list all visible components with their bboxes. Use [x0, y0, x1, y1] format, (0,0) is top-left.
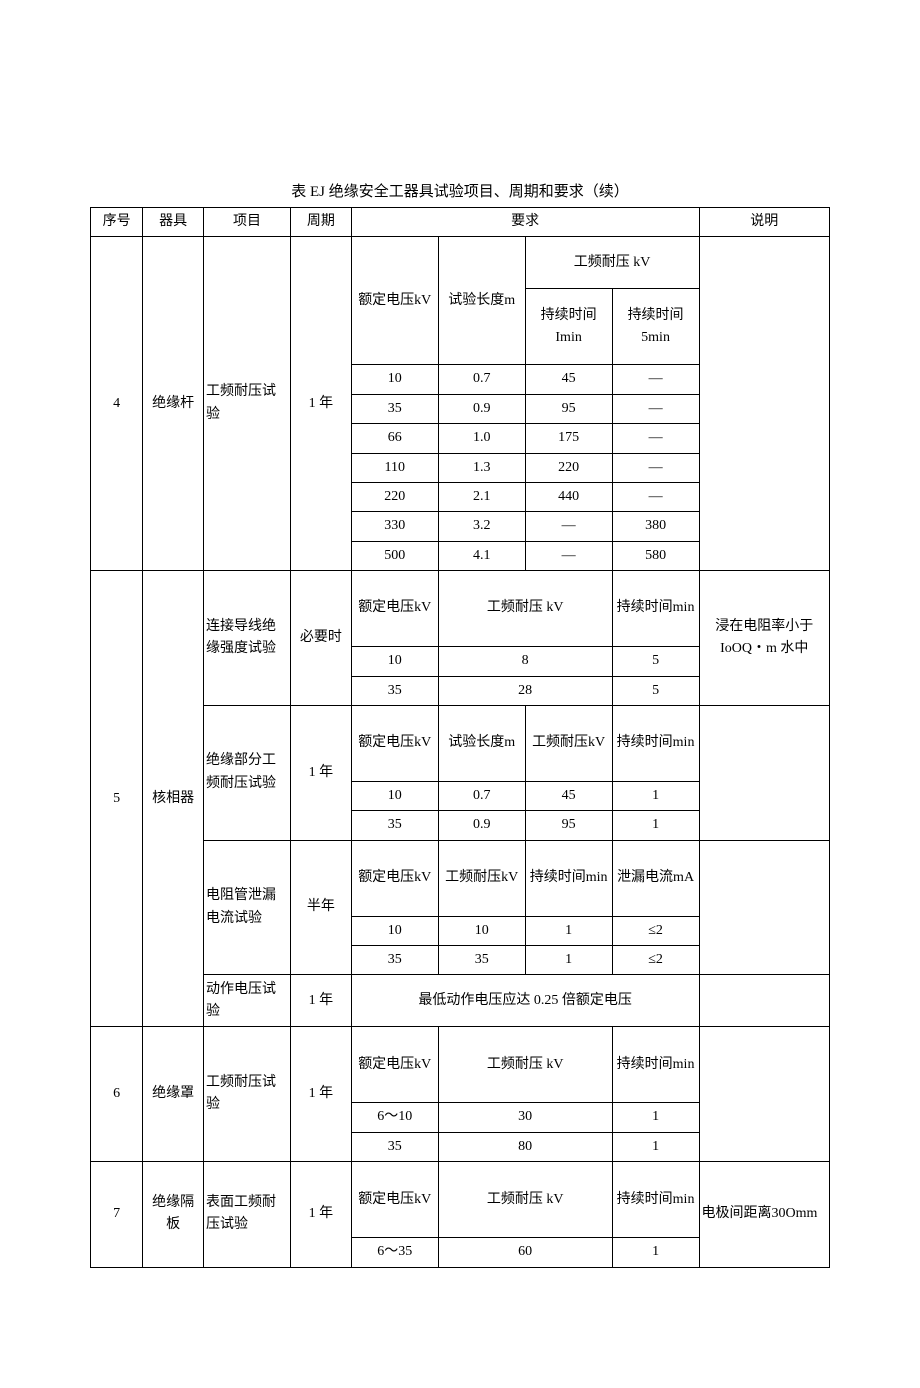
r4-t5: 持续时间5min	[612, 289, 699, 365]
r4-gp: 工频耐压 kV	[525, 237, 699, 289]
r5c-shuoming	[699, 840, 829, 975]
r5a-zhouqi: 必要时	[290, 571, 351, 706]
h-zhouqi: 周期	[290, 208, 351, 237]
r6-shuoming	[699, 1027, 829, 1162]
r4-qiju: 绝缘杆	[143, 237, 204, 571]
r4-zhouqi: 1 年	[290, 237, 351, 571]
h-xuhao: 序号	[91, 208, 143, 237]
r5d-text: 最低动作电压应达 0.25 倍额定电压	[351, 975, 699, 1027]
h-yaoqiu: 要求	[351, 208, 699, 237]
r5b-xiangmu: 绝缘部分工频耐压试验	[204, 705, 291, 840]
r5d-shuoming	[699, 975, 829, 1027]
r6-t: 持续时间min	[612, 1027, 699, 1103]
r5b-t: 持续时间min	[612, 705, 699, 781]
h-xiangmu: 项目	[204, 208, 291, 237]
r4-xuhao: 4	[91, 237, 143, 571]
r7-xuhao: 7	[91, 1162, 143, 1267]
r4-len: 试验长度m	[438, 237, 525, 365]
r4-xiangmu: 工频耐压试验	[204, 237, 291, 571]
r6-xiangmu: 工频耐压试验	[204, 1027, 291, 1162]
r4-t1: 持续时间Imin	[525, 289, 612, 365]
r5a-xiangmu: 连接导线绝缘强度试验	[204, 571, 291, 706]
r5b-edv: 额定电压kV	[351, 705, 438, 781]
r5d-xiangmu: 动作电压试验	[204, 975, 291, 1027]
r7-shuoming: 电极间距离30Omm	[699, 1162, 829, 1267]
r6-gp: 工频耐压 kV	[438, 1027, 612, 1103]
table-title: 表 EJ 绝缘安全工器具试验项目、周期和要求（续）	[90, 180, 830, 201]
r4-sub1: 4 绝缘杆 工频耐压试验 1 年 额定电压kV 试验长度m 工频耐压 kV	[91, 237, 830, 289]
r5d-zhouqi: 1 年	[290, 975, 351, 1027]
r5a-sub: 5 核相器 连接导线绝缘强度试验 必要时 额定电压kV 工频耐压 kV 持续时间…	[91, 571, 830, 647]
r6-zhouqi: 1 年	[290, 1027, 351, 1162]
r6-qiju: 绝缘罩	[143, 1027, 204, 1162]
r5c-edv: 额定电压kV	[351, 840, 438, 916]
r5b-gp: 工频耐压kV	[525, 705, 612, 781]
r5c-leak: 泄漏电流mA	[612, 840, 699, 916]
r5a-edv: 额定电压kV	[351, 571, 438, 647]
r7-zhouqi: 1 年	[290, 1162, 351, 1267]
r4-shuoming	[699, 237, 829, 571]
header-row: 序号 器具 项目 周期 要求 说明	[91, 208, 830, 237]
r6-edv: 额定电压kV	[351, 1027, 438, 1103]
r5-qiju: 核相器	[143, 571, 204, 1027]
r5-xuhao: 5	[91, 571, 143, 1027]
r6-sub: 6 绝缘罩 工频耐压试验 1 年 额定电压kV 工频耐压 kV 持续时间min	[91, 1027, 830, 1103]
r5c-xiangmu: 电阻管泄漏电流试验	[204, 840, 291, 975]
spec-table: 序号 器具 项目 周期 要求 说明 4 绝缘杆 工频耐压试验 1 年 额定电压k…	[90, 207, 830, 1268]
r7-xiangmu: 表面工频耐压试验	[204, 1162, 291, 1267]
r7-qiju: 绝缘隔板	[143, 1162, 204, 1267]
r7-t: 持续时间min	[612, 1162, 699, 1238]
r4-edv: 额定电压kV	[351, 237, 438, 365]
r6-xuhao: 6	[91, 1027, 143, 1162]
r5c-gp: 工频耐压kV	[438, 840, 525, 916]
r7-edv: 额定电压kV	[351, 1162, 438, 1238]
r5c-zhouqi: 半年	[290, 840, 351, 975]
r5a-gp: 工频耐压 kV	[438, 571, 612, 647]
r5c-t: 持续时间min	[525, 840, 612, 916]
r5b-shuoming	[699, 705, 829, 840]
h-qiju: 器具	[143, 208, 204, 237]
r5b-len: 试验长度m	[438, 705, 525, 781]
r5a-t: 持续时间min	[612, 571, 699, 647]
r5a-shuoming: 浸在电阻率小于IoOQ・m 水中	[699, 571, 829, 706]
h-shuoming: 说明	[699, 208, 829, 237]
r7-gp: 工频耐压 kV	[438, 1162, 612, 1238]
r5b-zhouqi: 1 年	[290, 705, 351, 840]
r7-sub: 7 绝缘隔板 表面工频耐压试验 1 年 额定电压kV 工频耐压 kV 持续时间m…	[91, 1162, 830, 1238]
